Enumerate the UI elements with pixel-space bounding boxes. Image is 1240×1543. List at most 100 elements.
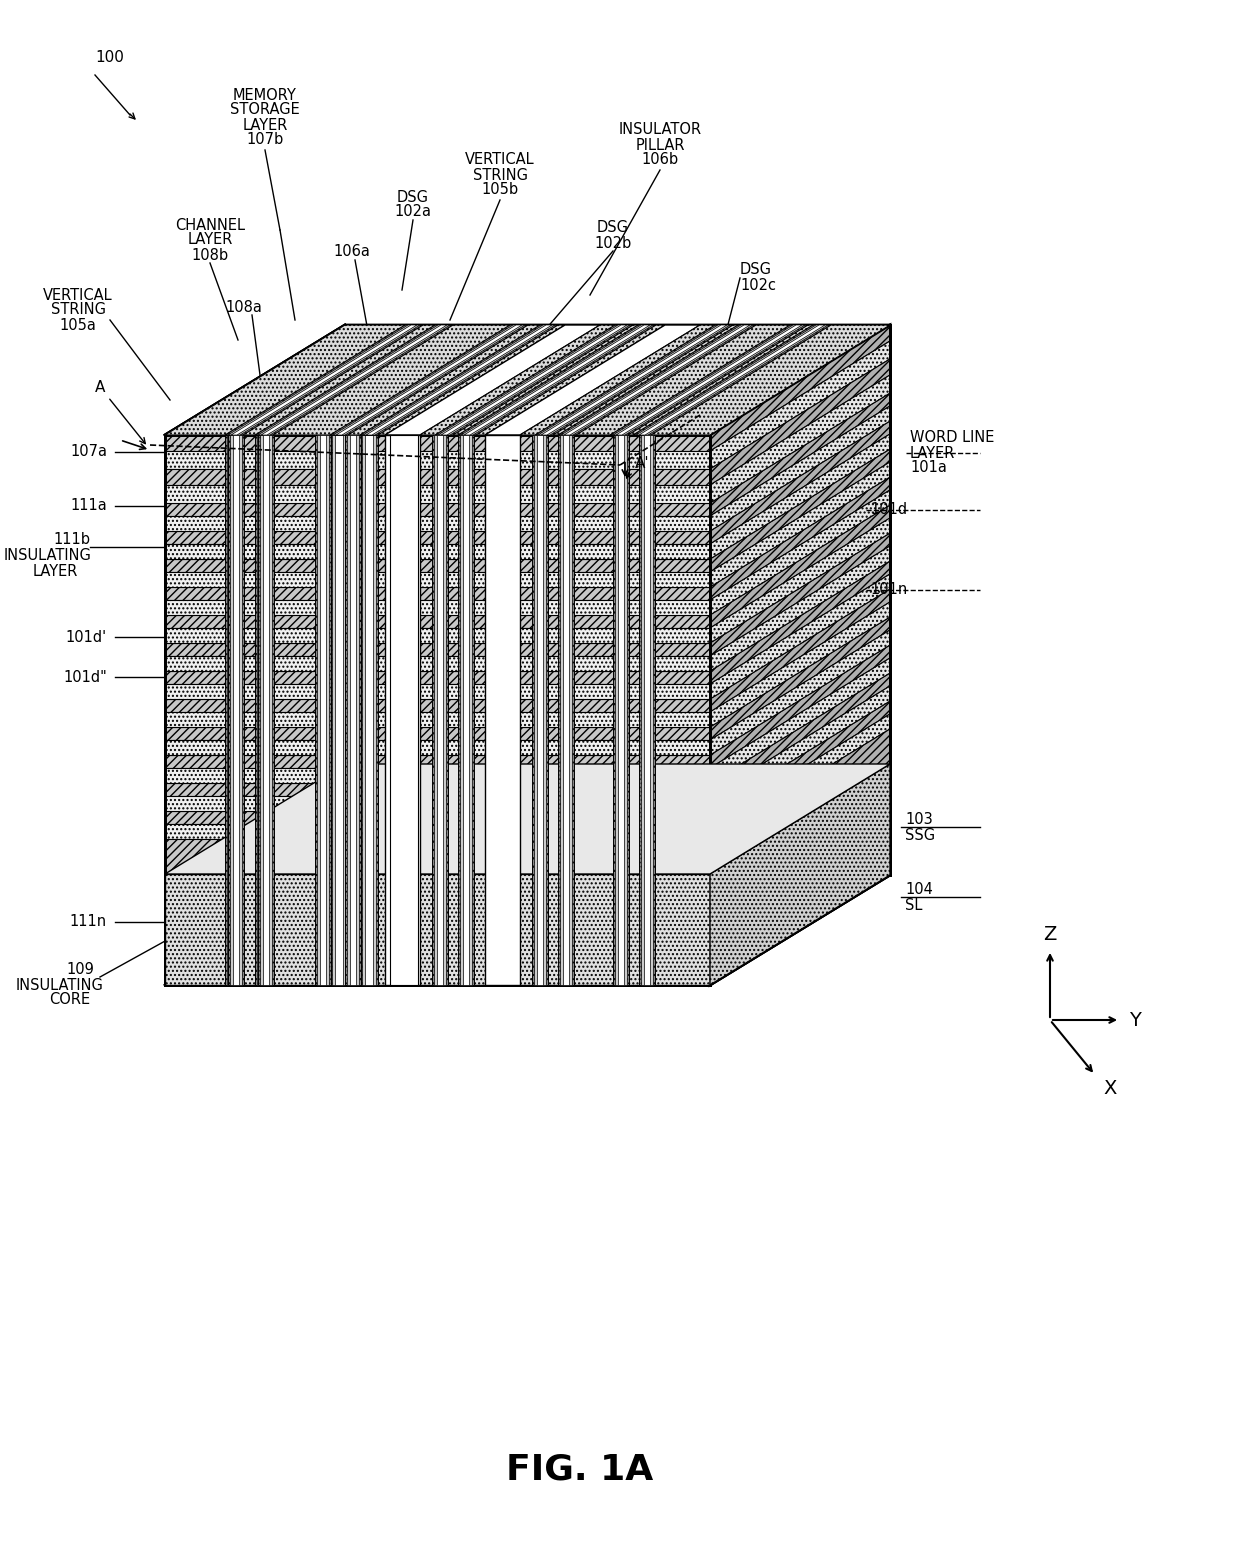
Polygon shape	[460, 435, 472, 984]
Polygon shape	[711, 589, 890, 711]
Polygon shape	[711, 505, 890, 628]
Text: 106a: 106a	[334, 244, 371, 259]
Text: SL: SL	[905, 898, 923, 912]
Polygon shape	[485, 435, 520, 984]
Polygon shape	[165, 873, 711, 984]
Polygon shape	[711, 375, 890, 503]
Polygon shape	[534, 326, 733, 435]
Polygon shape	[165, 699, 711, 711]
Polygon shape	[224, 326, 423, 435]
Polygon shape	[165, 616, 711, 628]
Polygon shape	[165, 727, 711, 741]
Polygon shape	[711, 574, 890, 699]
Text: DSG: DSG	[397, 190, 429, 205]
Polygon shape	[360, 326, 558, 435]
Polygon shape	[165, 435, 711, 451]
Polygon shape	[613, 326, 805, 435]
Polygon shape	[165, 503, 711, 515]
Polygon shape	[165, 469, 711, 485]
Polygon shape	[485, 326, 701, 435]
Polygon shape	[438, 326, 630, 435]
Text: 107a: 107a	[69, 444, 107, 460]
Polygon shape	[560, 326, 753, 435]
Polygon shape	[165, 796, 711, 812]
Polygon shape	[711, 449, 890, 572]
Text: CORE: CORE	[50, 992, 91, 1008]
Polygon shape	[227, 435, 241, 984]
Polygon shape	[711, 764, 890, 984]
Text: STRING: STRING	[472, 168, 527, 182]
Polygon shape	[563, 435, 569, 984]
Text: DSG: DSG	[740, 262, 773, 278]
Polygon shape	[558, 326, 756, 435]
Polygon shape	[711, 434, 890, 559]
Polygon shape	[711, 687, 890, 812]
Polygon shape	[330, 435, 348, 984]
Text: 111a: 111a	[71, 498, 107, 514]
Polygon shape	[639, 326, 825, 435]
Polygon shape	[260, 326, 446, 435]
Polygon shape	[165, 559, 711, 572]
Polygon shape	[165, 764, 890, 873]
Text: A: A	[94, 380, 105, 395]
Polygon shape	[458, 326, 656, 435]
Polygon shape	[711, 491, 890, 616]
Polygon shape	[711, 645, 890, 768]
Polygon shape	[350, 435, 356, 984]
Polygon shape	[165, 545, 711, 559]
Polygon shape	[165, 531, 711, 545]
Polygon shape	[610, 326, 808, 435]
Polygon shape	[711, 421, 890, 545]
Text: VERTICAL: VERTICAL	[43, 287, 113, 302]
Text: 106b: 106b	[641, 153, 678, 168]
Polygon shape	[366, 326, 552, 435]
Polygon shape	[711, 701, 890, 824]
Polygon shape	[165, 600, 711, 616]
Polygon shape	[315, 435, 331, 984]
Polygon shape	[362, 435, 376, 984]
Text: VERTICAL: VERTICAL	[465, 153, 534, 168]
Polygon shape	[458, 435, 474, 984]
Polygon shape	[537, 435, 543, 984]
Polygon shape	[435, 326, 632, 435]
Text: FIG. 1A: FIG. 1A	[506, 1454, 653, 1487]
Polygon shape	[463, 435, 469, 984]
Text: LAYER: LAYER	[910, 446, 955, 460]
Text: 100: 100	[95, 51, 124, 65]
Polygon shape	[616, 326, 802, 435]
Polygon shape	[384, 435, 420, 984]
Text: 102c: 102c	[740, 278, 776, 293]
Polygon shape	[165, 451, 711, 469]
Polygon shape	[320, 435, 326, 984]
Polygon shape	[711, 393, 890, 515]
Polygon shape	[165, 435, 711, 984]
Text: A': A'	[635, 455, 650, 471]
Polygon shape	[165, 572, 711, 586]
Polygon shape	[711, 714, 890, 839]
Polygon shape	[165, 684, 711, 699]
Text: INSULATOR: INSULATOR	[619, 122, 702, 137]
Polygon shape	[432, 435, 448, 984]
Polygon shape	[711, 461, 890, 586]
Text: LAYER: LAYER	[187, 233, 233, 247]
Polygon shape	[711, 617, 890, 741]
Polygon shape	[711, 562, 890, 684]
Text: Y: Y	[1130, 1011, 1141, 1029]
Polygon shape	[711, 477, 890, 600]
Polygon shape	[711, 657, 890, 782]
Polygon shape	[165, 755, 711, 768]
Polygon shape	[260, 435, 272, 984]
Text: 101n: 101n	[870, 583, 908, 597]
Polygon shape	[332, 435, 346, 984]
Polygon shape	[165, 711, 711, 727]
Polygon shape	[258, 435, 274, 984]
Polygon shape	[538, 326, 730, 435]
Text: STORAGE: STORAGE	[231, 102, 300, 117]
Text: LAYER: LAYER	[32, 563, 78, 579]
Polygon shape	[632, 326, 831, 435]
Polygon shape	[231, 326, 417, 435]
Text: DSG: DSG	[596, 221, 629, 236]
Polygon shape	[229, 435, 238, 984]
Polygon shape	[534, 435, 546, 984]
Text: 101a: 101a	[910, 460, 947, 475]
